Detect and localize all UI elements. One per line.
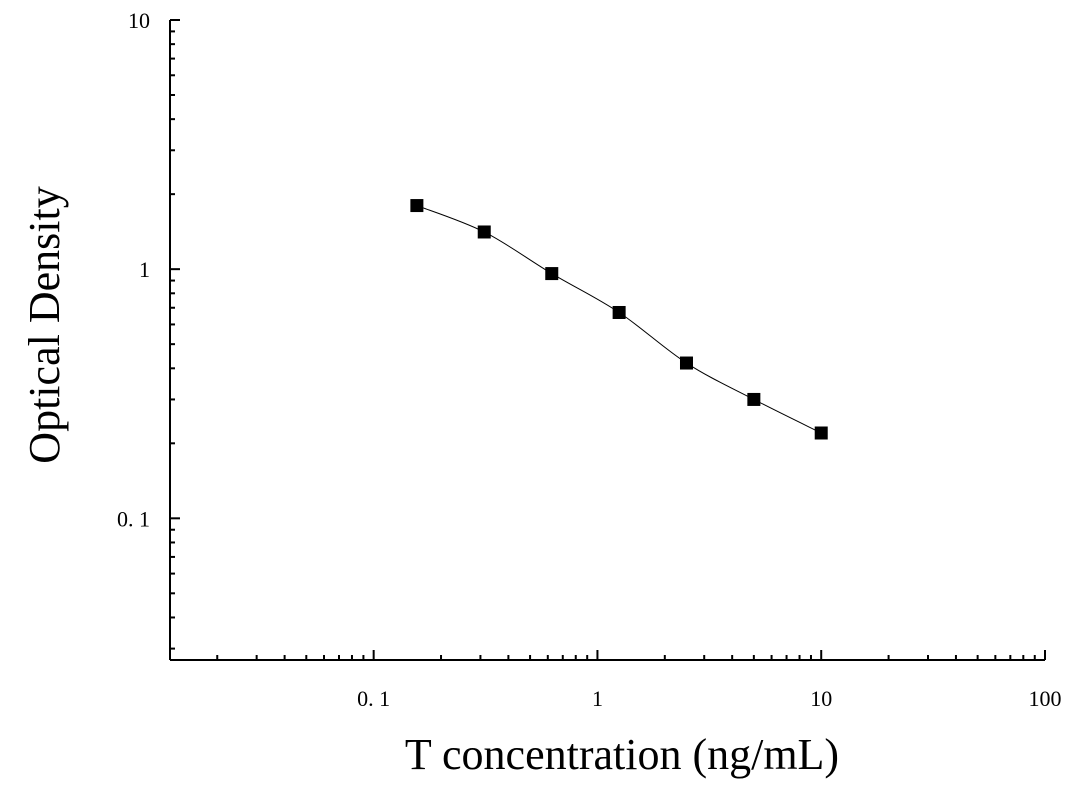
fit-curve bbox=[416, 205, 822, 434]
data-point-marker bbox=[814, 426, 828, 440]
major-ticks bbox=[170, 19, 1046, 660]
x-tick-label: 1 bbox=[592, 686, 603, 711]
data-point-marker bbox=[410, 199, 424, 213]
x-tick-label: 0. 1 bbox=[357, 686, 390, 711]
data-point-marker bbox=[545, 267, 559, 281]
y-axis-title: Optical Density bbox=[20, 186, 69, 463]
y-tick-label: 1 bbox=[139, 257, 150, 282]
y-tick-label: 0. 1 bbox=[117, 506, 150, 531]
x-tick-label: 10 bbox=[810, 686, 832, 711]
minor-ticks bbox=[170, 30, 1036, 660]
x-axis-title: T concentration (ng/mL) bbox=[405, 730, 839, 779]
data-point-marker bbox=[612, 305, 626, 319]
tick-labels: 0. 1 1 10 100 0. 1 1 10 bbox=[117, 8, 1062, 711]
data-point-marker bbox=[477, 225, 491, 239]
x-tick-label: 100 bbox=[1029, 686, 1062, 711]
y-tick-label: 10 bbox=[128, 8, 150, 33]
data-points bbox=[410, 199, 828, 440]
data-point-marker bbox=[747, 392, 761, 406]
data-point-marker bbox=[679, 356, 693, 370]
